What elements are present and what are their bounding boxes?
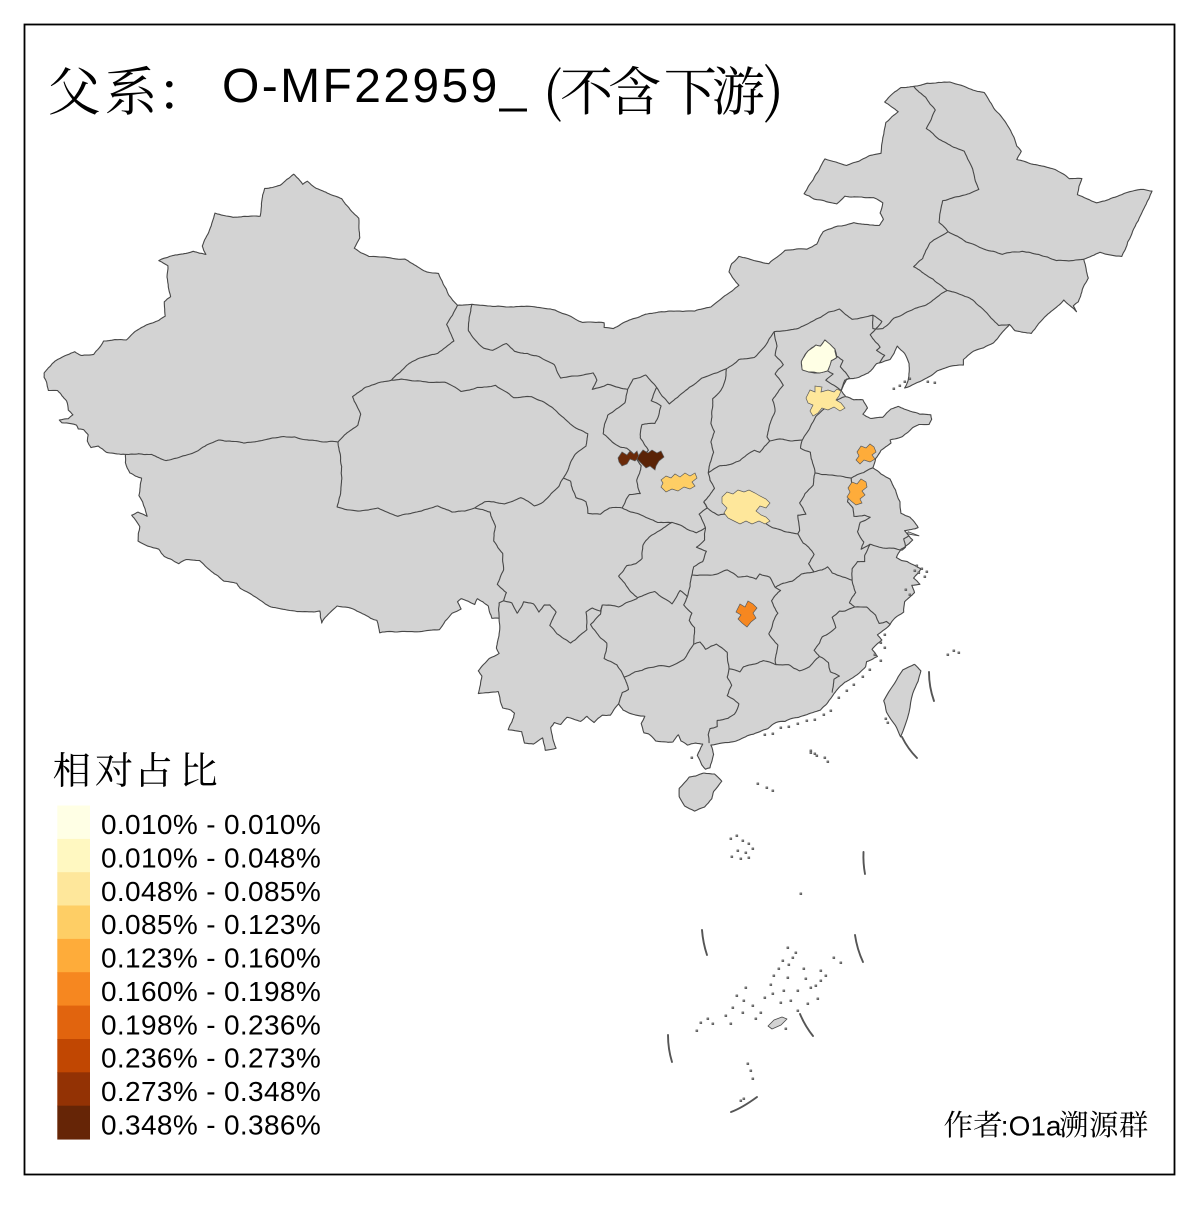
svg-text:0.273% - 0.348%: 0.273% - 0.348% (101, 1076, 321, 1107)
svg-text:0.010% - 0.010%: 0.010% - 0.010% (101, 809, 321, 840)
svg-text:0.048% - 0.085%: 0.048% - 0.085% (101, 876, 321, 907)
svg-text::O1a: :O1a (1001, 1111, 1062, 1142)
svg-text:0.010% - 0.048%: 0.010% - 0.048% (101, 843, 321, 874)
svg-text:O-MF22959_: O-MF22959_ (222, 60, 529, 113)
svg-text:0.348% - 0.386%: 0.348% - 0.386% (101, 1109, 321, 1140)
svg-text:0.085% - 0.123%: 0.085% - 0.123% (101, 909, 321, 940)
svg-text:0.236% - 0.273%: 0.236% - 0.273% (101, 1043, 321, 1074)
svg-text:0.198% - 0.236%: 0.198% - 0.236% (101, 1009, 321, 1040)
svg-text:0.160% - 0.198%: 0.160% - 0.198% (101, 976, 321, 1007)
svg-text:0.123% - 0.160%: 0.123% - 0.160% (101, 943, 321, 974)
